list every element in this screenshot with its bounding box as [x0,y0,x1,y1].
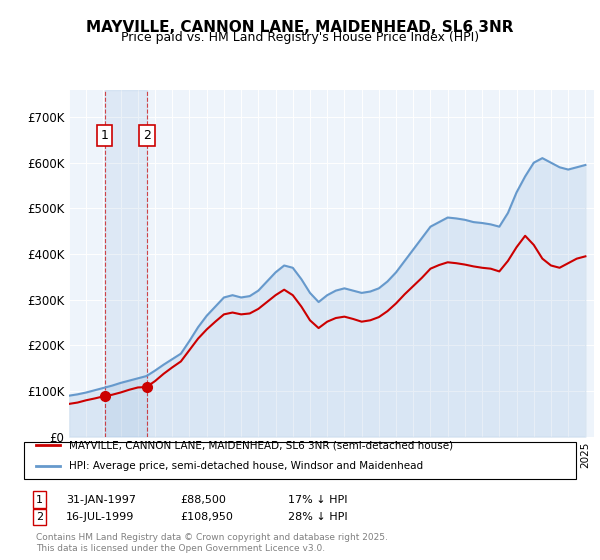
Text: 17% ↓ HPI: 17% ↓ HPI [288,494,347,505]
Text: Contains HM Land Registry data © Crown copyright and database right 2025.: Contains HM Land Registry data © Crown c… [36,533,388,542]
Text: £88,500: £88,500 [180,494,226,505]
Text: MAYVILLE, CANNON LANE, MAIDENHEAD, SL6 3NR (semi-detached house): MAYVILLE, CANNON LANE, MAIDENHEAD, SL6 3… [69,440,453,450]
Text: 2: 2 [36,512,43,522]
Text: 1: 1 [36,494,43,505]
Text: Price paid vs. HM Land Registry's House Price Index (HPI): Price paid vs. HM Land Registry's House … [121,31,479,44]
Text: MAYVILLE, CANNON LANE, MAIDENHEAD, SL6 3NR (semi-detached house): MAYVILLE, CANNON LANE, MAIDENHEAD, SL6 3… [69,440,453,450]
Text: 31-JAN-1997: 31-JAN-1997 [66,494,136,505]
Text: 2: 2 [143,129,151,142]
Text: HPI: Average price, semi-detached house, Windsor and Maidenhead: HPI: Average price, semi-detached house,… [69,461,423,472]
Text: MAYVILLE, CANNON LANE, MAIDENHEAD, SL6 3NR: MAYVILLE, CANNON LANE, MAIDENHEAD, SL6 3… [86,20,514,35]
Text: 1: 1 [101,129,109,142]
Bar [105,90,147,437]
Text: 28% ↓ HPI: 28% ↓ HPI [288,512,347,522]
Text: This data is licensed under the Open Government Licence v3.0.: This data is licensed under the Open Gov… [36,544,325,553]
Text: HPI: Average price, semi-detached house, Windsor and Maidenhead: HPI: Average price, semi-detached house,… [69,461,423,472]
Text: £108,950: £108,950 [180,512,233,522]
Text: 16-JUL-1999: 16-JUL-1999 [66,512,134,522]
